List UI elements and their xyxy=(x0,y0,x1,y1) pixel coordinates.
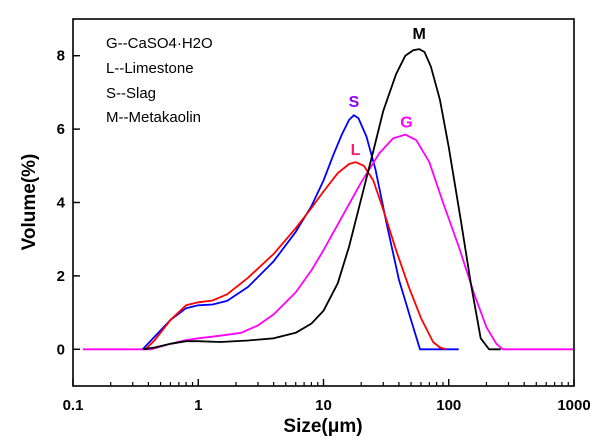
peak-label-m: M xyxy=(412,26,425,43)
x-tick-label: 0.1 xyxy=(63,397,84,414)
legend-entry-g: G--CaSO4·H2O xyxy=(106,35,213,52)
legend-entry-m: M--Metakaolin xyxy=(106,109,201,126)
x-tick-label: 1000 xyxy=(557,397,590,414)
axes: 0.1 1 10 100 1000 0 2 4 6 8 xyxy=(57,48,591,414)
peak-label-g: G xyxy=(400,114,412,131)
peak-label-l: L xyxy=(351,142,361,159)
y-tick-label: 4 xyxy=(57,195,66,212)
series-line-s xyxy=(142,114,459,351)
y-tick-label: 2 xyxy=(57,268,65,285)
x-tick-label: 100 xyxy=(436,397,461,414)
x-tick-label: 1 xyxy=(194,397,202,414)
series-line-g xyxy=(82,133,574,351)
series-line-m xyxy=(142,48,501,351)
series-line-l xyxy=(144,161,447,351)
x-tick-label: 10 xyxy=(315,397,332,414)
y-tick-label: 0 xyxy=(57,341,65,358)
y-tick-label: 8 xyxy=(57,48,65,65)
legend-entry-l: L--Limestone xyxy=(106,60,194,77)
peak-label-s: S xyxy=(349,94,360,111)
x-axis-title: Size(μm) xyxy=(283,416,362,437)
legend-entry-s: S--Slag xyxy=(106,85,156,102)
y-tick-label: 6 xyxy=(57,121,65,138)
plot-area: M S G L xyxy=(82,26,574,351)
legend: G--CaSO4·H2O L--Limestone S--Slag M--Met… xyxy=(106,35,213,126)
y-axis-title: Volume(%) xyxy=(19,154,40,251)
